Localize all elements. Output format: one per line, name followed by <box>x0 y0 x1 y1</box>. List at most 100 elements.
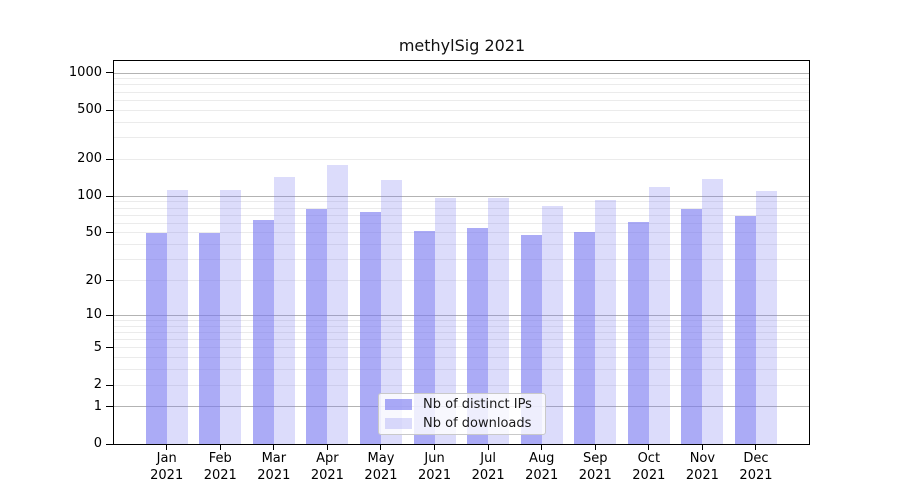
gridline-minor <box>114 222 809 224</box>
gridline-minor <box>114 369 809 371</box>
x-tick <box>701 445 703 450</box>
gridline-minor <box>114 99 809 101</box>
x-tick-label: Apr 2021 <box>300 450 354 484</box>
gridline-minor <box>114 347 809 349</box>
bar-downloads-may <box>380 179 402 444</box>
plot-area: Nb of distinct IPs Nb of downloads <box>113 60 810 445</box>
x-label-year: 2021 <box>578 468 612 483</box>
bar-distinct-ips-mar <box>252 219 274 444</box>
x-tick-label: Jun 2021 <box>408 450 462 484</box>
x-tick-label: Oct 2021 <box>622 450 676 484</box>
legend-item-downloads: Nb of downloads <box>385 416 545 432</box>
legend-item-distinct-ips: Nb of distinct IPs <box>385 397 545 413</box>
bar-downloads-dec <box>755 190 777 444</box>
y-tick-label: 2 <box>93 377 102 392</box>
x-label-month: Jun <box>424 451 445 466</box>
gridline-minor <box>114 207 809 209</box>
x-label-month: Oct <box>637 451 661 466</box>
x-label-year: 2021 <box>739 468 773 483</box>
y-tick <box>106 280 113 281</box>
bar-distinct-ips-feb <box>199 232 221 444</box>
bar-downloads-mar <box>273 177 295 444</box>
gridline-minor <box>114 121 809 123</box>
gridline-minor <box>114 214 809 216</box>
x-label-year: 2021 <box>525 468 559 483</box>
x-label-year: 2021 <box>257 468 291 483</box>
y-tick <box>106 314 113 316</box>
bar-distinct-ips-sep <box>574 231 596 444</box>
gridline-minor <box>114 331 809 333</box>
bar-downloads-jun <box>434 198 456 444</box>
bar-distinct-ips-nov <box>681 209 703 444</box>
x-tick <box>380 445 382 450</box>
x-tick <box>273 445 275 450</box>
bar-downloads-jan <box>166 189 188 444</box>
x-label-month: Aug <box>528 451 555 466</box>
gridline-minor <box>114 78 809 80</box>
y-tick-label: 20 <box>85 272 102 288</box>
x-label-year: 2021 <box>471 468 505 483</box>
x-tick-label: May 2021 <box>354 450 408 484</box>
x-label-year: 2021 <box>685 468 719 483</box>
y-tick <box>106 72 113 74</box>
x-label-year: 2021 <box>150 468 184 483</box>
x-label-month: Jul <box>480 451 496 466</box>
bar-downloads-apr <box>327 164 349 444</box>
x-label-month: Jan <box>156 451 177 466</box>
legend-swatch-downloads <box>385 418 412 429</box>
x-tick <box>166 445 168 450</box>
gridline-minor <box>114 259 809 261</box>
x-label-month: Apr <box>316 451 339 466</box>
legend-swatch-distinct-ips <box>385 399 412 410</box>
gridline-minor <box>114 384 809 386</box>
chart-title: methylSig 2021 <box>398 36 526 55</box>
x-tick-label: Aug 2021 <box>515 450 569 484</box>
gridline-minor <box>114 158 809 160</box>
bar-downloads-nov <box>702 178 724 444</box>
y-tick-label: 0 <box>93 436 102 451</box>
y-tick <box>106 406 113 408</box>
x-tick-label: Nov 2021 <box>675 450 729 484</box>
bar-downloads-sep <box>595 200 617 444</box>
x-label-year: 2021 <box>203 468 237 483</box>
x-label-month: Feb <box>208 451 232 466</box>
x-tick <box>487 445 489 450</box>
x-tick <box>541 445 543 450</box>
x-label-month: Mar <box>261 451 287 466</box>
y-tick-label: 50 <box>85 224 102 240</box>
y-tick-label: 1000 <box>68 64 102 80</box>
y-tick-label: 200 <box>77 151 102 167</box>
gridline-minor <box>114 137 809 139</box>
x-label-year: 2021 <box>632 468 666 483</box>
gridline-major <box>114 195 809 197</box>
legend-label-distinct-ips: Nb of distinct IPs <box>423 397 532 412</box>
gridline-major <box>114 314 809 316</box>
gridline-minor <box>114 339 809 341</box>
bar-distinct-ips-dec <box>734 215 756 444</box>
x-label-month: May <box>367 451 395 466</box>
x-tick <box>755 445 757 450</box>
x-tick-label: Jan 2021 <box>140 450 194 484</box>
x-tick <box>219 445 221 450</box>
y-tick-label: 500 <box>77 102 102 118</box>
x-tick <box>326 445 328 450</box>
y-tick <box>106 384 113 386</box>
legend: Nb of distinct IPs Nb of downloads <box>378 393 546 435</box>
x-tick-label: Mar 2021 <box>247 450 301 484</box>
gridline-minor <box>114 280 809 282</box>
y-tick <box>106 109 113 111</box>
x-tick-label: Dec 2021 <box>729 450 783 484</box>
legend-label-downloads: Nb of downloads <box>423 416 532 431</box>
bar-distinct-ips-may <box>359 212 381 444</box>
y-tick <box>106 232 113 234</box>
bar-downloads-aug <box>541 206 563 444</box>
x-tick <box>594 445 596 450</box>
bar-downloads-feb <box>220 189 242 444</box>
x-label-year: 2021 <box>364 468 398 483</box>
y-tick <box>106 347 113 349</box>
gridline-minor <box>114 232 809 234</box>
bar-distinct-ips-jun <box>413 230 435 444</box>
x-label-month: Sep <box>582 451 608 466</box>
y-tick-label: 10 <box>85 307 102 323</box>
